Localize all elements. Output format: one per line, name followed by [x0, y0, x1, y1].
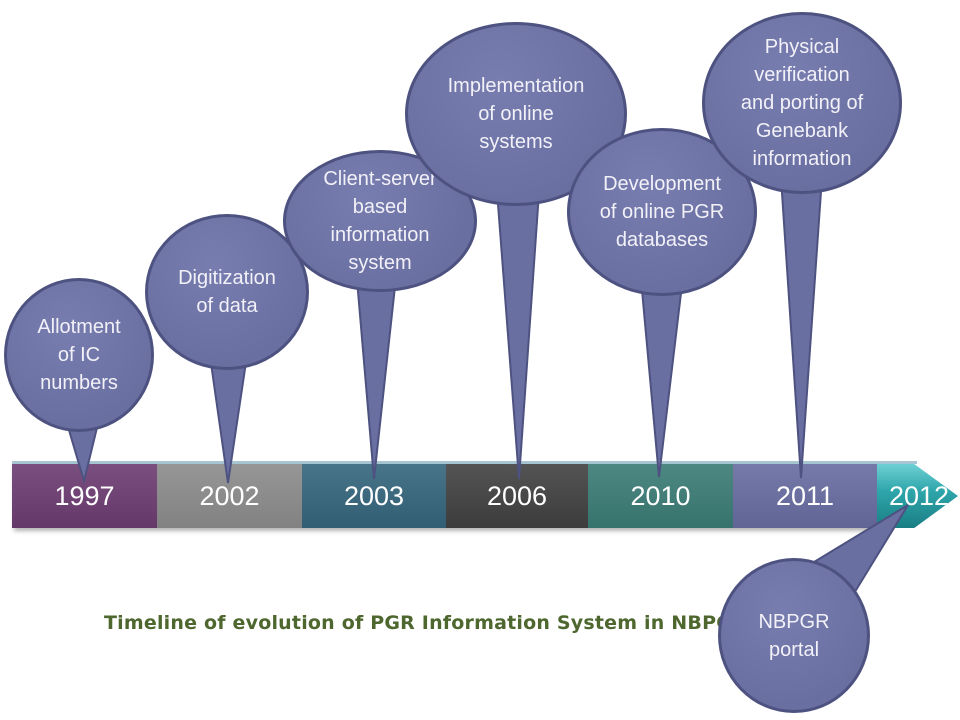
- balloon-text: Client-server based information system: [323, 168, 437, 274]
- timeline-segment-2010: 2010: [588, 464, 733, 528]
- tail-2003: [354, 267, 399, 480]
- timeline-segment-2006: 2006: [446, 464, 588, 528]
- timeline-segment-2002: 2002: [157, 464, 302, 528]
- timeline-segment-1997: 1997: [12, 464, 157, 528]
- balloon-text: Allotment of IC numbers: [37, 316, 121, 394]
- balloon-development-of-online-pgr-databases: Development of online PGR databases: [567, 128, 757, 296]
- balloon-text: Digitization of data: [178, 267, 276, 317]
- tail-2011: [778, 162, 825, 479]
- balloon-physical-verification-genebank: Physical verification and porting of Gen…: [702, 12, 902, 194]
- balloon-digitization-of-data: Digitization of data: [145, 214, 309, 370]
- year-label-2002: 2002: [199, 480, 260, 511]
- balloon-text: NBPGR portal: [758, 610, 830, 661]
- balloon-text: Physical verification and porting of Gen…: [740, 36, 864, 170]
- tail-2006: [494, 177, 542, 480]
- balloon-nbpgr-portal: NBPGR portal: [718, 558, 870, 713]
- year-label-2010: 2010: [630, 480, 691, 511]
- balloon-text: Development of online PGR databases: [599, 173, 725, 251]
- caption: Timeline of evolution of PGR Information…: [104, 612, 747, 634]
- balloon-text: Implementation of online systems: [447, 75, 585, 153]
- tail-2010: [638, 267, 686, 478]
- year-label-2003: 2003: [343, 480, 405, 511]
- year-label-2012: 2012: [889, 480, 950, 511]
- timeline-segment-2003: 2003: [302, 464, 446, 528]
- year-label-2006: 2006: [486, 480, 548, 511]
- bar-top-highlight: [12, 461, 917, 464]
- timeline-bar: 1997 2002 2003 2006 2010 2011: [12, 464, 877, 528]
- year-label-2011: 2011: [775, 480, 835, 511]
- balloon-allotment-of-ic-numbers: Allotment of IC numbers: [4, 278, 154, 432]
- timeline-segment-2012-arrow: 2012: [877, 464, 958, 528]
- timeline-segment-2011: 2011: [733, 464, 877, 528]
- year-label-1997: 1997: [54, 480, 115, 511]
